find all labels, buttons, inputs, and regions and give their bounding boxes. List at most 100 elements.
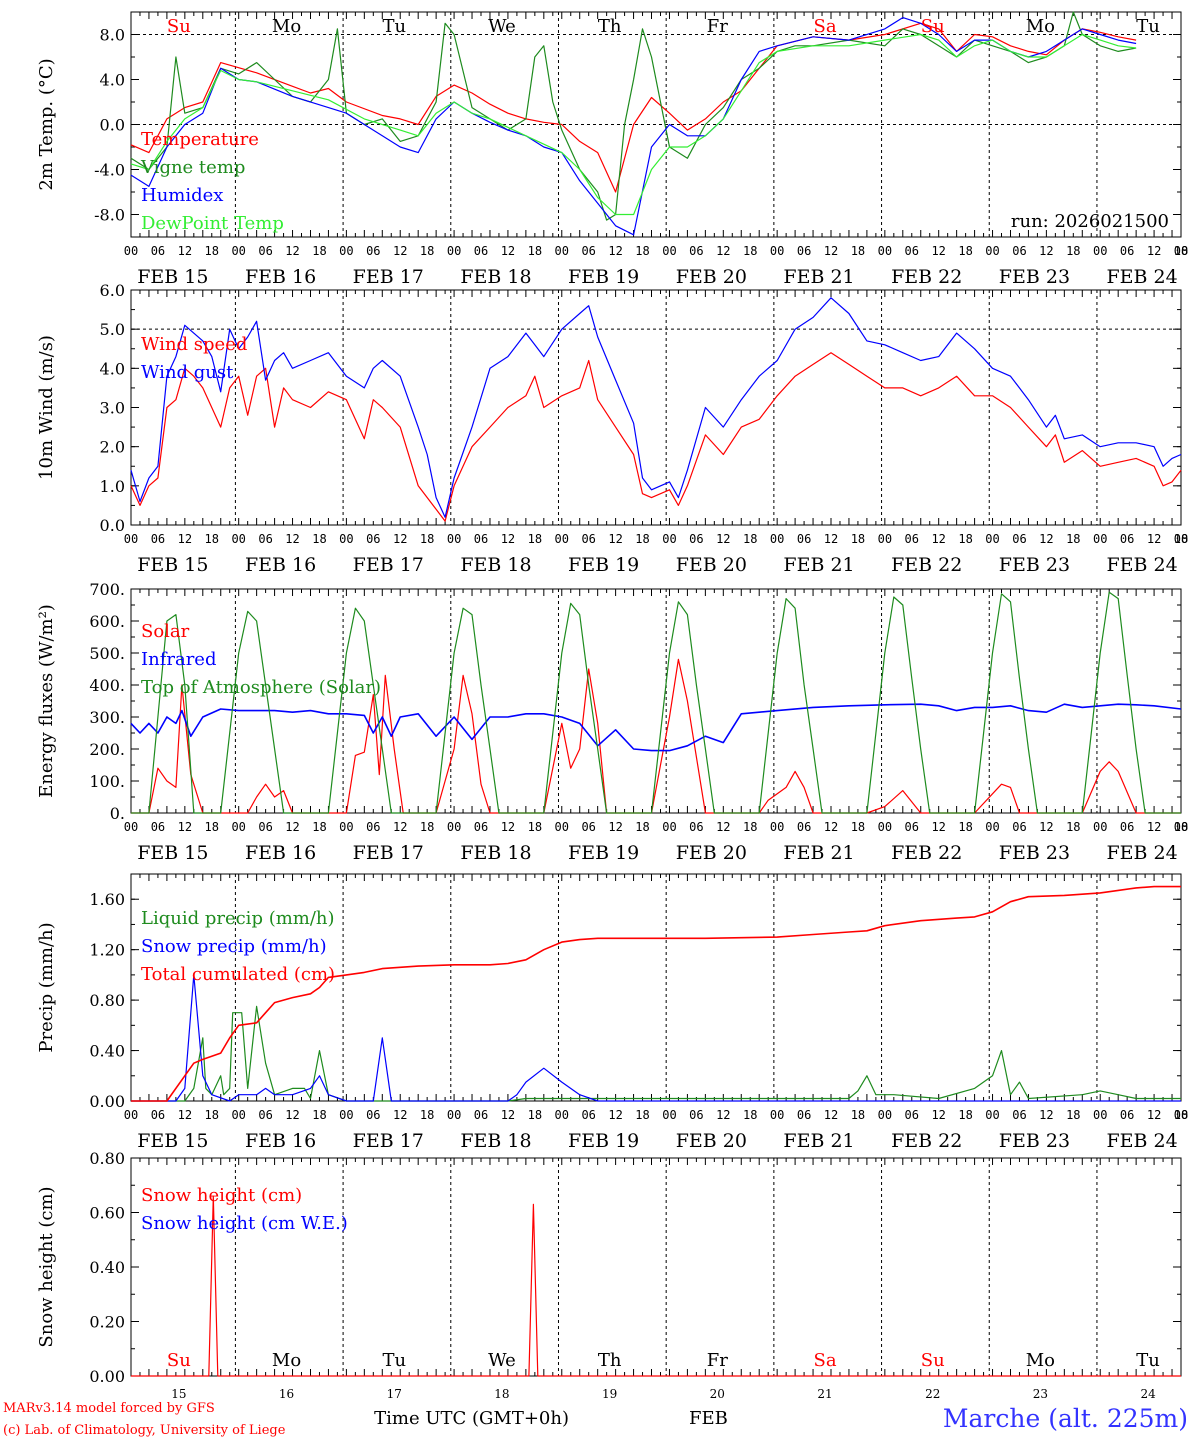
hour-tick-label: 12	[285, 244, 299, 258]
footer-time-axis-label: Time UTC (GMT+0h)	[374, 1408, 569, 1429]
hour-tick-label: 18	[851, 244, 865, 258]
y-axis-label: 10m Wind (m/s)	[36, 335, 57, 480]
hour-tick-label: 00	[662, 532, 676, 546]
hour-tick-label: 06	[1120, 532, 1134, 546]
y-tick-label: 400.	[89, 676, 125, 695]
hour-tick-label: 18	[1066, 820, 1080, 834]
hour-tick-label: 06	[1120, 244, 1134, 258]
hour-tick-label: 06	[581, 532, 595, 546]
legend-entry: Liquid precip (mm/h)	[141, 908, 335, 929]
hour-tick-label: 18	[1174, 820, 1188, 834]
hour-tick-label: 18	[528, 820, 542, 834]
y-tick-label: 300.	[89, 708, 125, 727]
hour-tick-label: 18	[851, 1108, 865, 1122]
hour-tick-label: 00	[231, 532, 245, 546]
hour-tick-label: 18	[851, 820, 865, 834]
hour-tick-label: 06	[366, 820, 380, 834]
hour-tick-label: 12	[501, 1108, 515, 1122]
date-label: FEB 18	[460, 842, 531, 864]
y-axis-label: 2m Temp. (°C)	[36, 58, 57, 190]
hour-tick-label: 12	[285, 532, 299, 546]
hour-tick-label: 00	[1093, 532, 1107, 546]
hour-tick-label: 12	[393, 532, 407, 546]
day-name-top: Tu	[1136, 16, 1160, 37]
y-tick-label: 1.20	[89, 941, 125, 960]
hour-tick-label: 12	[393, 244, 407, 258]
hour-tick-label: 06	[1012, 820, 1026, 834]
y-tick-label: -8.0	[94, 206, 125, 225]
hour-tick-label: 06	[797, 820, 811, 834]
day-name-bottom: Su	[167, 1350, 191, 1371]
hour-tick-label: 12	[178, 1108, 192, 1122]
day-number: 21	[817, 1387, 832, 1401]
date-label: FEB 17	[353, 554, 424, 576]
hour-tick-label: 00	[985, 820, 999, 834]
hour-tick-label: 00	[662, 1108, 676, 1122]
hour-tick-label: 06	[151, 1108, 165, 1122]
hour-tick-label: 12	[501, 244, 515, 258]
series-line	[130, 352, 1182, 522]
hour-tick-label: 00	[124, 532, 138, 546]
hour-tick-label: 18	[420, 820, 434, 834]
hour-tick-label: 06	[905, 244, 919, 258]
panel-4: 0.00 0.40 0.80 1.20 1.60 Precip (mm/h) 00 06 12 1…	[36, 873, 1188, 1152]
hour-tick-label: 12	[824, 532, 838, 546]
hour-tick-label: 18	[528, 244, 542, 258]
y-tick-label: 0.20	[89, 1313, 125, 1332]
legend-entry: Infrared	[141, 649, 216, 670]
day-number: 19	[602, 1387, 617, 1401]
hour-tick-label: 12	[824, 244, 838, 258]
hour-tick-label: 12	[501, 820, 515, 834]
hour-tick-label: 18	[1066, 1108, 1080, 1122]
legend-entry: Wind speed	[141, 334, 247, 355]
date-label: FEB 23	[999, 554, 1070, 576]
date-label: FEB 15	[137, 1130, 208, 1152]
hour-tick-label: 06	[797, 244, 811, 258]
hour-tick-label: 18	[1174, 244, 1188, 258]
series-line	[130, 22, 1137, 193]
hour-tick-label: 00	[447, 532, 461, 546]
hour-tick-label: 06	[797, 1108, 811, 1122]
hour-tick-label: 00	[231, 1108, 245, 1122]
hour-tick-label: 06	[581, 820, 595, 834]
panel-5: 0.00 0.20 0.40 0.60 0.80 Snow height (cm) Snow…	[36, 1149, 1182, 1386]
date-label: FEB 20	[676, 842, 747, 864]
date-label: FEB 19	[568, 1130, 639, 1152]
hour-tick-label: 00	[555, 1108, 569, 1122]
hour-tick-label: 06	[905, 532, 919, 546]
y-tick-label: 1.0	[100, 477, 125, 496]
legend-entry: Humidex	[141, 185, 223, 206]
hour-tick-label: 00	[339, 820, 353, 834]
station-label: Marche (alt. 225m)	[943, 1404, 1188, 1433]
date-label: FEB 18	[460, 554, 531, 576]
hour-tick-label: 00	[231, 244, 245, 258]
hour-tick-label: 12	[178, 244, 192, 258]
legend-entry: Solar	[141, 621, 190, 642]
day-number: 18	[494, 1387, 509, 1401]
series-line	[131, 1195, 1181, 1377]
y-axis-label: Precip (mm/h)	[36, 922, 57, 1052]
y-tick-label: 0.0	[100, 116, 125, 135]
hour-tick-label: 00	[1093, 820, 1107, 834]
hour-tick-label: 18	[420, 532, 434, 546]
hour-tick-label: 12	[608, 532, 622, 546]
day-name-bottom: We	[488, 1350, 516, 1371]
hour-tick-label: 00	[447, 1108, 461, 1122]
hour-tick-label: 12	[1039, 820, 1053, 834]
hour-tick-label: 12	[931, 244, 945, 258]
y-tick-label: 0.00	[89, 1367, 125, 1386]
hour-tick-label: 12	[178, 820, 192, 834]
date-label: FEB 19	[568, 554, 639, 576]
date-label: FEB 17	[353, 266, 424, 288]
date-label: FEB 20	[676, 266, 747, 288]
legend-entry: Vigne temp	[140, 157, 245, 178]
date-label: FEB 16	[245, 842, 316, 864]
hour-tick-label: 12	[716, 1108, 730, 1122]
hour-tick-label: 00	[770, 244, 784, 258]
date-label: FEB 24	[1106, 266, 1177, 288]
hour-tick-label: 18	[635, 1108, 649, 1122]
y-tick-label: 0.00	[89, 1092, 125, 1111]
date-label: FEB 21	[783, 266, 854, 288]
hour-tick-label: 18	[958, 820, 972, 834]
hour-tick-label: 18	[420, 1108, 434, 1122]
